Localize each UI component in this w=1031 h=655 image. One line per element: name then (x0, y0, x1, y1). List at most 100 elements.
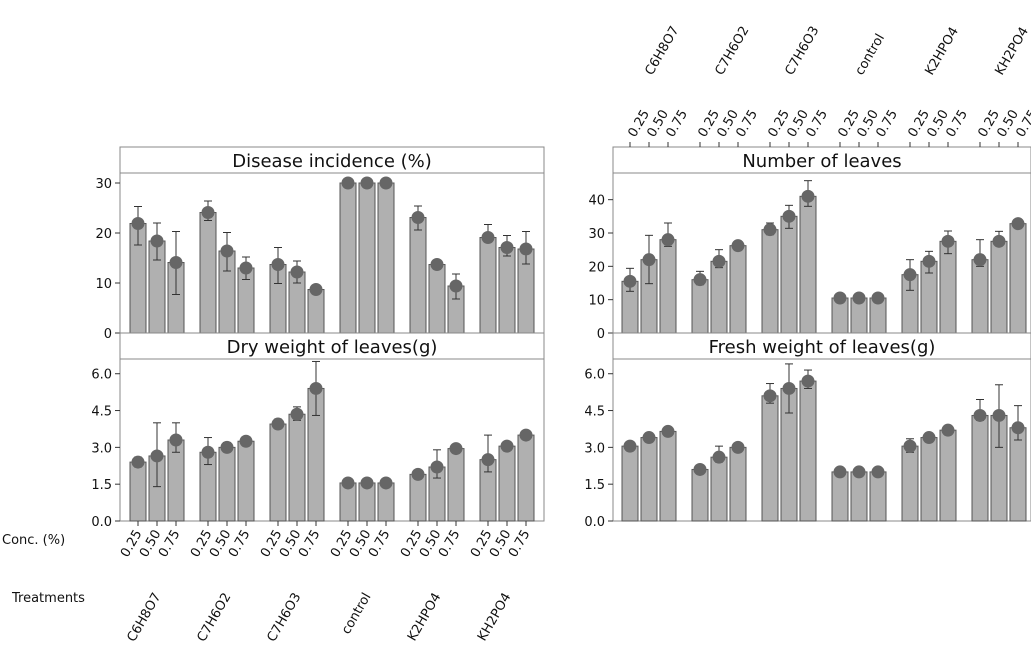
y-tick-label: 4.5 (584, 405, 605, 420)
mean-point (201, 206, 215, 219)
group-label: C6H8O7 (125, 591, 165, 645)
group-label: control (852, 31, 888, 78)
mean-point (661, 424, 675, 438)
mean-point (290, 407, 304, 421)
y-tick-label: 20 (588, 260, 605, 275)
mean-point (449, 442, 463, 456)
bar (831, 471, 849, 522)
mean-point (131, 455, 145, 469)
bar (199, 212, 217, 334)
mean-point (1011, 217, 1025, 231)
bar (129, 461, 147, 522)
mean-point (833, 291, 847, 305)
bar (710, 456, 728, 522)
panel-title-strip (612, 332, 1031, 360)
bar (1009, 427, 1027, 522)
mean-point (992, 408, 1006, 422)
mean-point (309, 381, 323, 395)
x-tick-label: 0.75 (803, 107, 830, 140)
mean-point (782, 381, 796, 395)
mean-point (341, 176, 355, 190)
mean-point (642, 253, 656, 267)
bar (307, 289, 325, 334)
y-tick-label: 40 (588, 194, 605, 209)
bar (799, 380, 817, 522)
panel-title-strip (119, 332, 545, 360)
mean-point (169, 433, 183, 447)
bar (850, 471, 868, 522)
mean-point (852, 291, 866, 305)
mean-point (379, 176, 393, 190)
mean-point (731, 239, 745, 253)
bar (691, 279, 709, 334)
mean-point (220, 244, 234, 258)
y-tick-label: 6.0 (91, 368, 112, 383)
mean-point (150, 234, 164, 248)
y-tick-label: 0.0 (91, 515, 112, 530)
y-tick-label: 20 (95, 227, 112, 242)
mean-point (852, 465, 866, 479)
bar (971, 259, 989, 334)
panel-title: Disease incidence (%) (232, 151, 432, 172)
mean-point (500, 241, 514, 254)
mean-point (411, 467, 425, 481)
bar (971, 414, 989, 522)
mean-point (712, 254, 726, 268)
group-label: K2HPO4 (405, 591, 444, 644)
mean-point (941, 234, 955, 248)
x-tick-label: 0.75 (296, 528, 323, 561)
x-tick-label: 0.75 (506, 528, 533, 561)
mean-point (201, 445, 215, 459)
mean-point (922, 431, 936, 445)
y-tick-label: 0.0 (584, 515, 605, 530)
mean-point (271, 417, 285, 431)
y-tick-label: 30 (588, 227, 605, 242)
mean-point (500, 439, 514, 453)
bar (729, 446, 747, 522)
group-label: C7H6O3 (782, 24, 822, 78)
mean-point (360, 476, 374, 490)
group-label: KH2PO4 (475, 591, 514, 644)
group-label: K2HPO4 (922, 25, 961, 78)
mean-point (801, 189, 815, 203)
bar (990, 240, 1008, 334)
mean-point (941, 423, 955, 437)
y-tick-label: 0 (597, 327, 605, 342)
bar (498, 247, 516, 334)
mean-point (661, 233, 675, 247)
x-tick-label: 0.75 (873, 107, 900, 140)
group-label: C7H6O2 (712, 24, 752, 78)
bar (409, 473, 427, 522)
bar (729, 245, 747, 334)
bar (710, 260, 728, 334)
bar (901, 445, 919, 522)
bar (659, 430, 677, 522)
mean-point (271, 258, 285, 271)
bar (1009, 223, 1027, 334)
bar (691, 468, 709, 522)
bar (218, 446, 236, 522)
mean-point (623, 274, 637, 288)
mean-point (341, 476, 355, 490)
group-label: control (339, 591, 375, 638)
mean-point (360, 176, 374, 190)
bar (939, 240, 957, 334)
bar (761, 229, 779, 334)
x-tick-label: 0.75 (226, 528, 253, 561)
mean-point (220, 440, 234, 454)
bar (447, 448, 465, 522)
bar (761, 395, 779, 522)
mean-point (992, 234, 1006, 248)
mean-point (430, 460, 444, 474)
mean-point (519, 242, 533, 256)
conc-axis-label: Conc. (%) (2, 533, 65, 548)
group-label: C6H8O7 (642, 24, 682, 78)
y-tick-label: 3.0 (584, 441, 605, 456)
group-label: C7H6O2 (195, 591, 235, 645)
mean-point (623, 439, 637, 453)
mean-point (871, 291, 885, 305)
y-tick-label: 4.5 (91, 405, 112, 420)
panel-title: Fresh weight of leaves(g) (709, 337, 936, 358)
mean-point (379, 476, 393, 490)
